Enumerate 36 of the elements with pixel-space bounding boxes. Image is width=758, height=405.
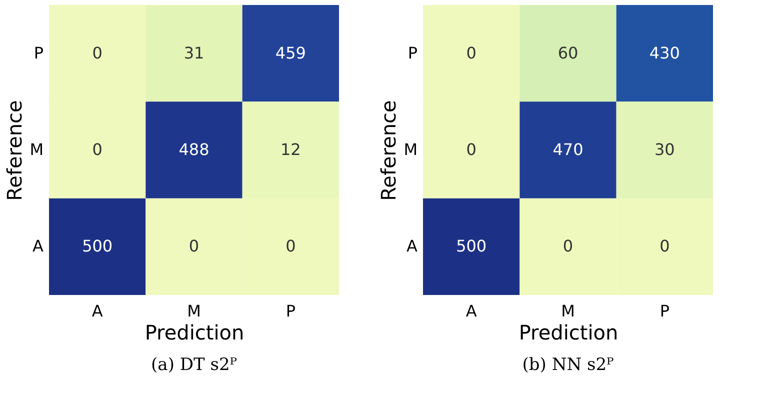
data-label: 0 <box>188 236 200 256</box>
data-label: 430 <box>649 43 680 62</box>
data-label: 0 <box>562 236 574 256</box>
data-label: 500 <box>456 236 487 256</box>
data-label: 488 <box>178 140 210 159</box>
y-tick-label: A <box>32 236 44 256</box>
x-tick-label: M <box>187 302 201 320</box>
data-label: 31 <box>184 43 204 62</box>
data-label: 470 <box>552 140 584 159</box>
data-label: 30 <box>654 140 675 159</box>
x-tick-label: P <box>660 302 670 320</box>
data-label: 60 <box>558 43 578 62</box>
data-label: 459 <box>275 43 306 62</box>
data-label: 0 <box>286 236 296 256</box>
y-tick-label: M <box>30 140 44 159</box>
data-label: 0 <box>466 140 476 159</box>
data-label: 0 <box>92 140 102 159</box>
y-tick-label: P <box>408 43 418 62</box>
y-tick-label: A <box>406 236 418 256</box>
y-tick-label: P <box>34 43 44 62</box>
x-tick-label: A <box>466 302 477 320</box>
text: (b) NN s2ᴾ <box>522 355 614 375</box>
y-tick-label: M <box>404 140 418 159</box>
data-label: 0 <box>92 43 102 62</box>
data-label: 12 <box>280 140 301 159</box>
data-label: 500 <box>82 236 113 256</box>
x-axis-title: Prediction <box>518 320 618 344</box>
data-label: 0 <box>466 43 476 62</box>
x-axis-title: Prediction <box>144 320 244 344</box>
x-tick-label: A <box>92 302 103 320</box>
y-axis-title: Reference <box>2 100 27 201</box>
x-tick-label: M <box>561 302 575 320</box>
x-tick-label: P <box>286 302 296 320</box>
data-label: 0 <box>660 236 670 256</box>
text: (a) DT s2ᴾ <box>151 355 237 375</box>
y-axis-title: Reference <box>376 100 401 201</box>
